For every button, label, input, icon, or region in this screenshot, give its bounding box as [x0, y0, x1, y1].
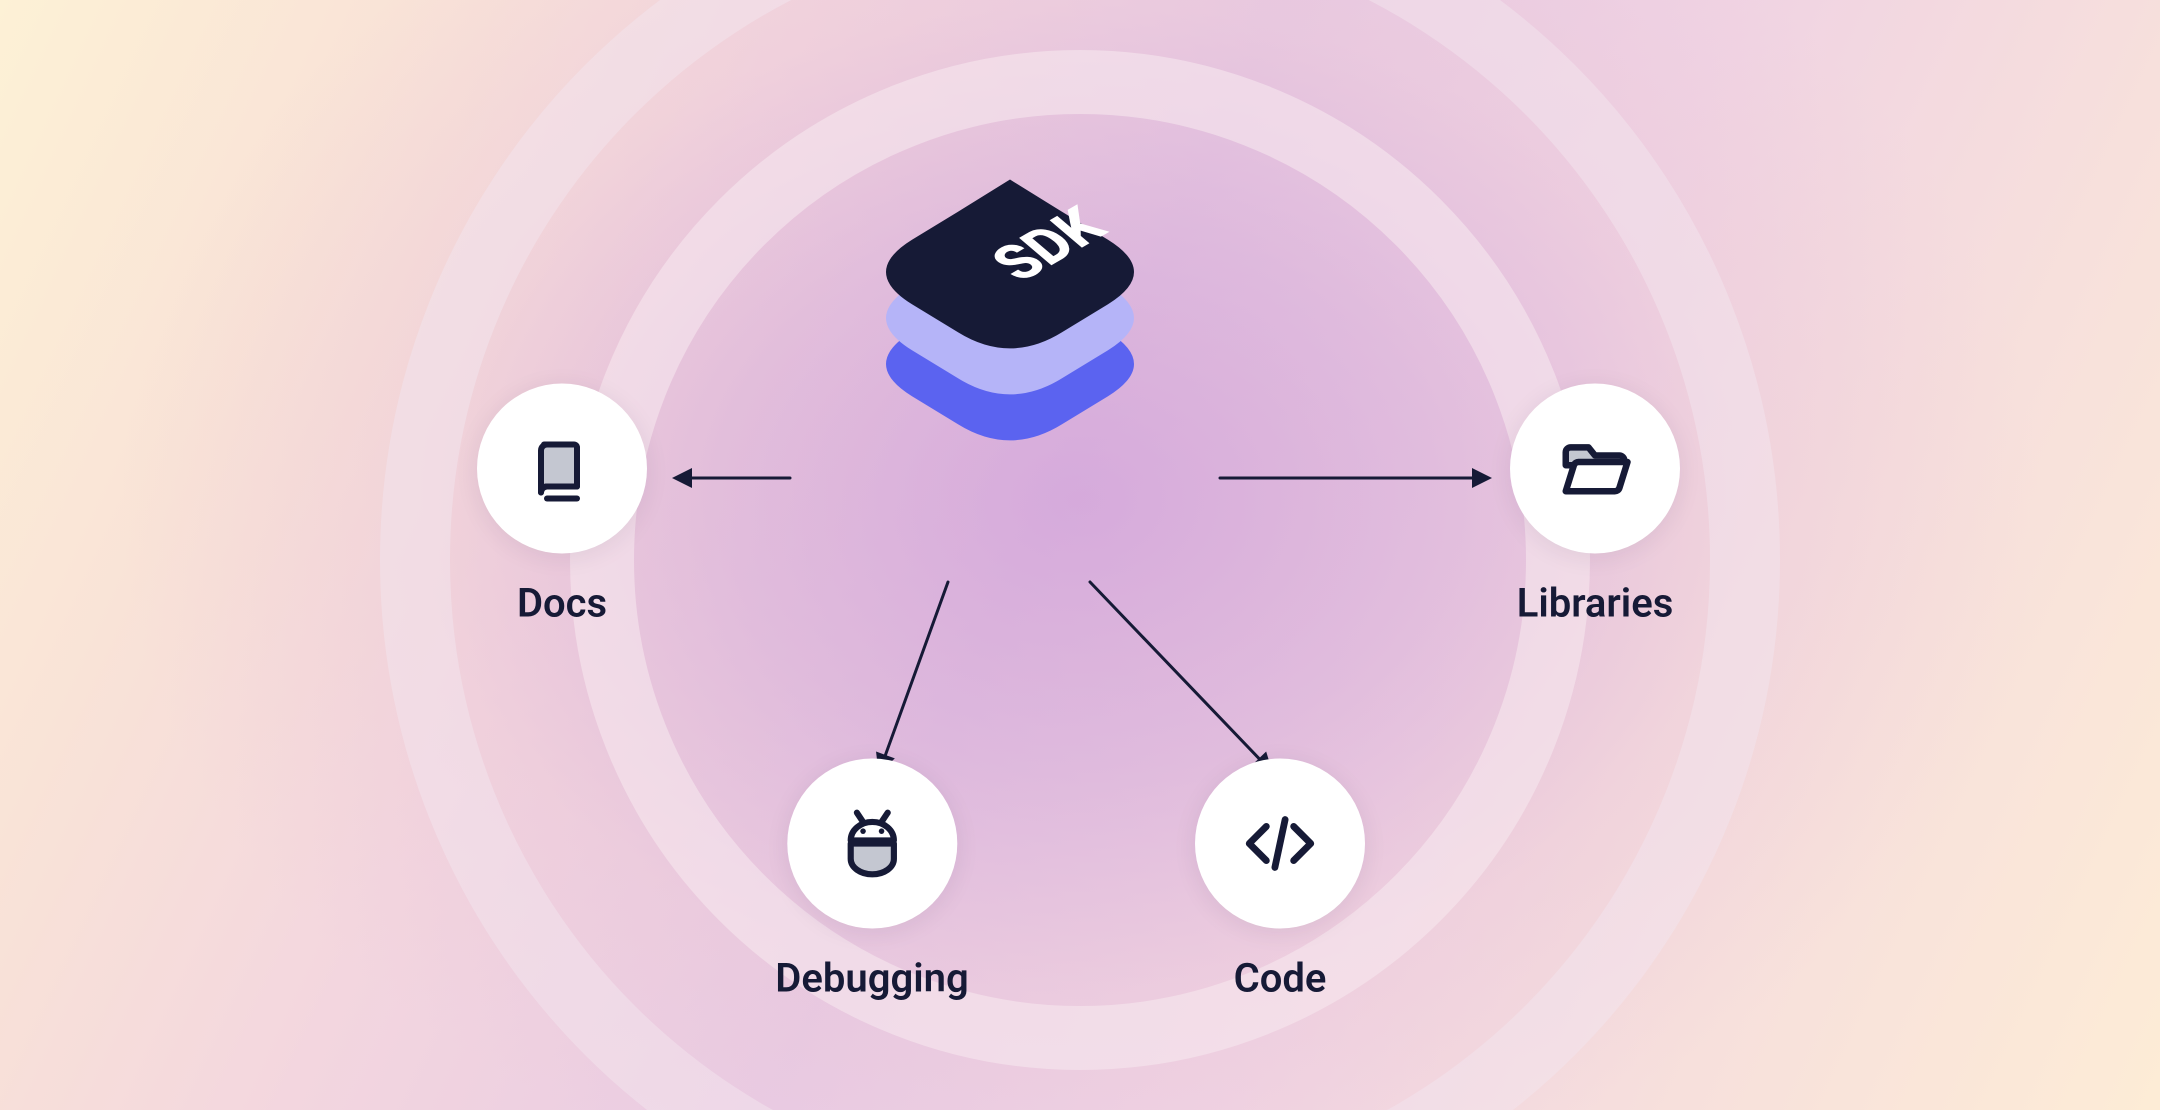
- node-debugging: Debugging: [775, 759, 968, 1002]
- node-libraries: Libraries: [1510, 384, 1680, 627]
- node-label: Code: [1234, 955, 1327, 1002]
- node-label: Debugging: [775, 955, 968, 1002]
- code-icon: [1239, 803, 1321, 885]
- sdk-stack-svg: SDK: [840, 160, 1180, 497]
- node-label: Libraries: [1517, 580, 1674, 627]
- node-code: Code: [1195, 759, 1365, 1002]
- android-icon: [835, 807, 909, 881]
- diagram-stage: SDK Docs Libraries Debugging Code: [0, 0, 2160, 1110]
- node-circle: [1510, 384, 1680, 554]
- arrow: [1090, 582, 1270, 770]
- sdk-stack: SDK: [840, 160, 1180, 501]
- node-circle: [477, 384, 647, 554]
- node-circle: [787, 759, 957, 929]
- book-icon: [526, 433, 598, 505]
- node-circle: [1195, 759, 1365, 929]
- node-label: Docs: [517, 580, 607, 627]
- arrow: [880, 582, 948, 770]
- folder-icon: [1556, 430, 1634, 508]
- node-docs: Docs: [477, 384, 647, 627]
